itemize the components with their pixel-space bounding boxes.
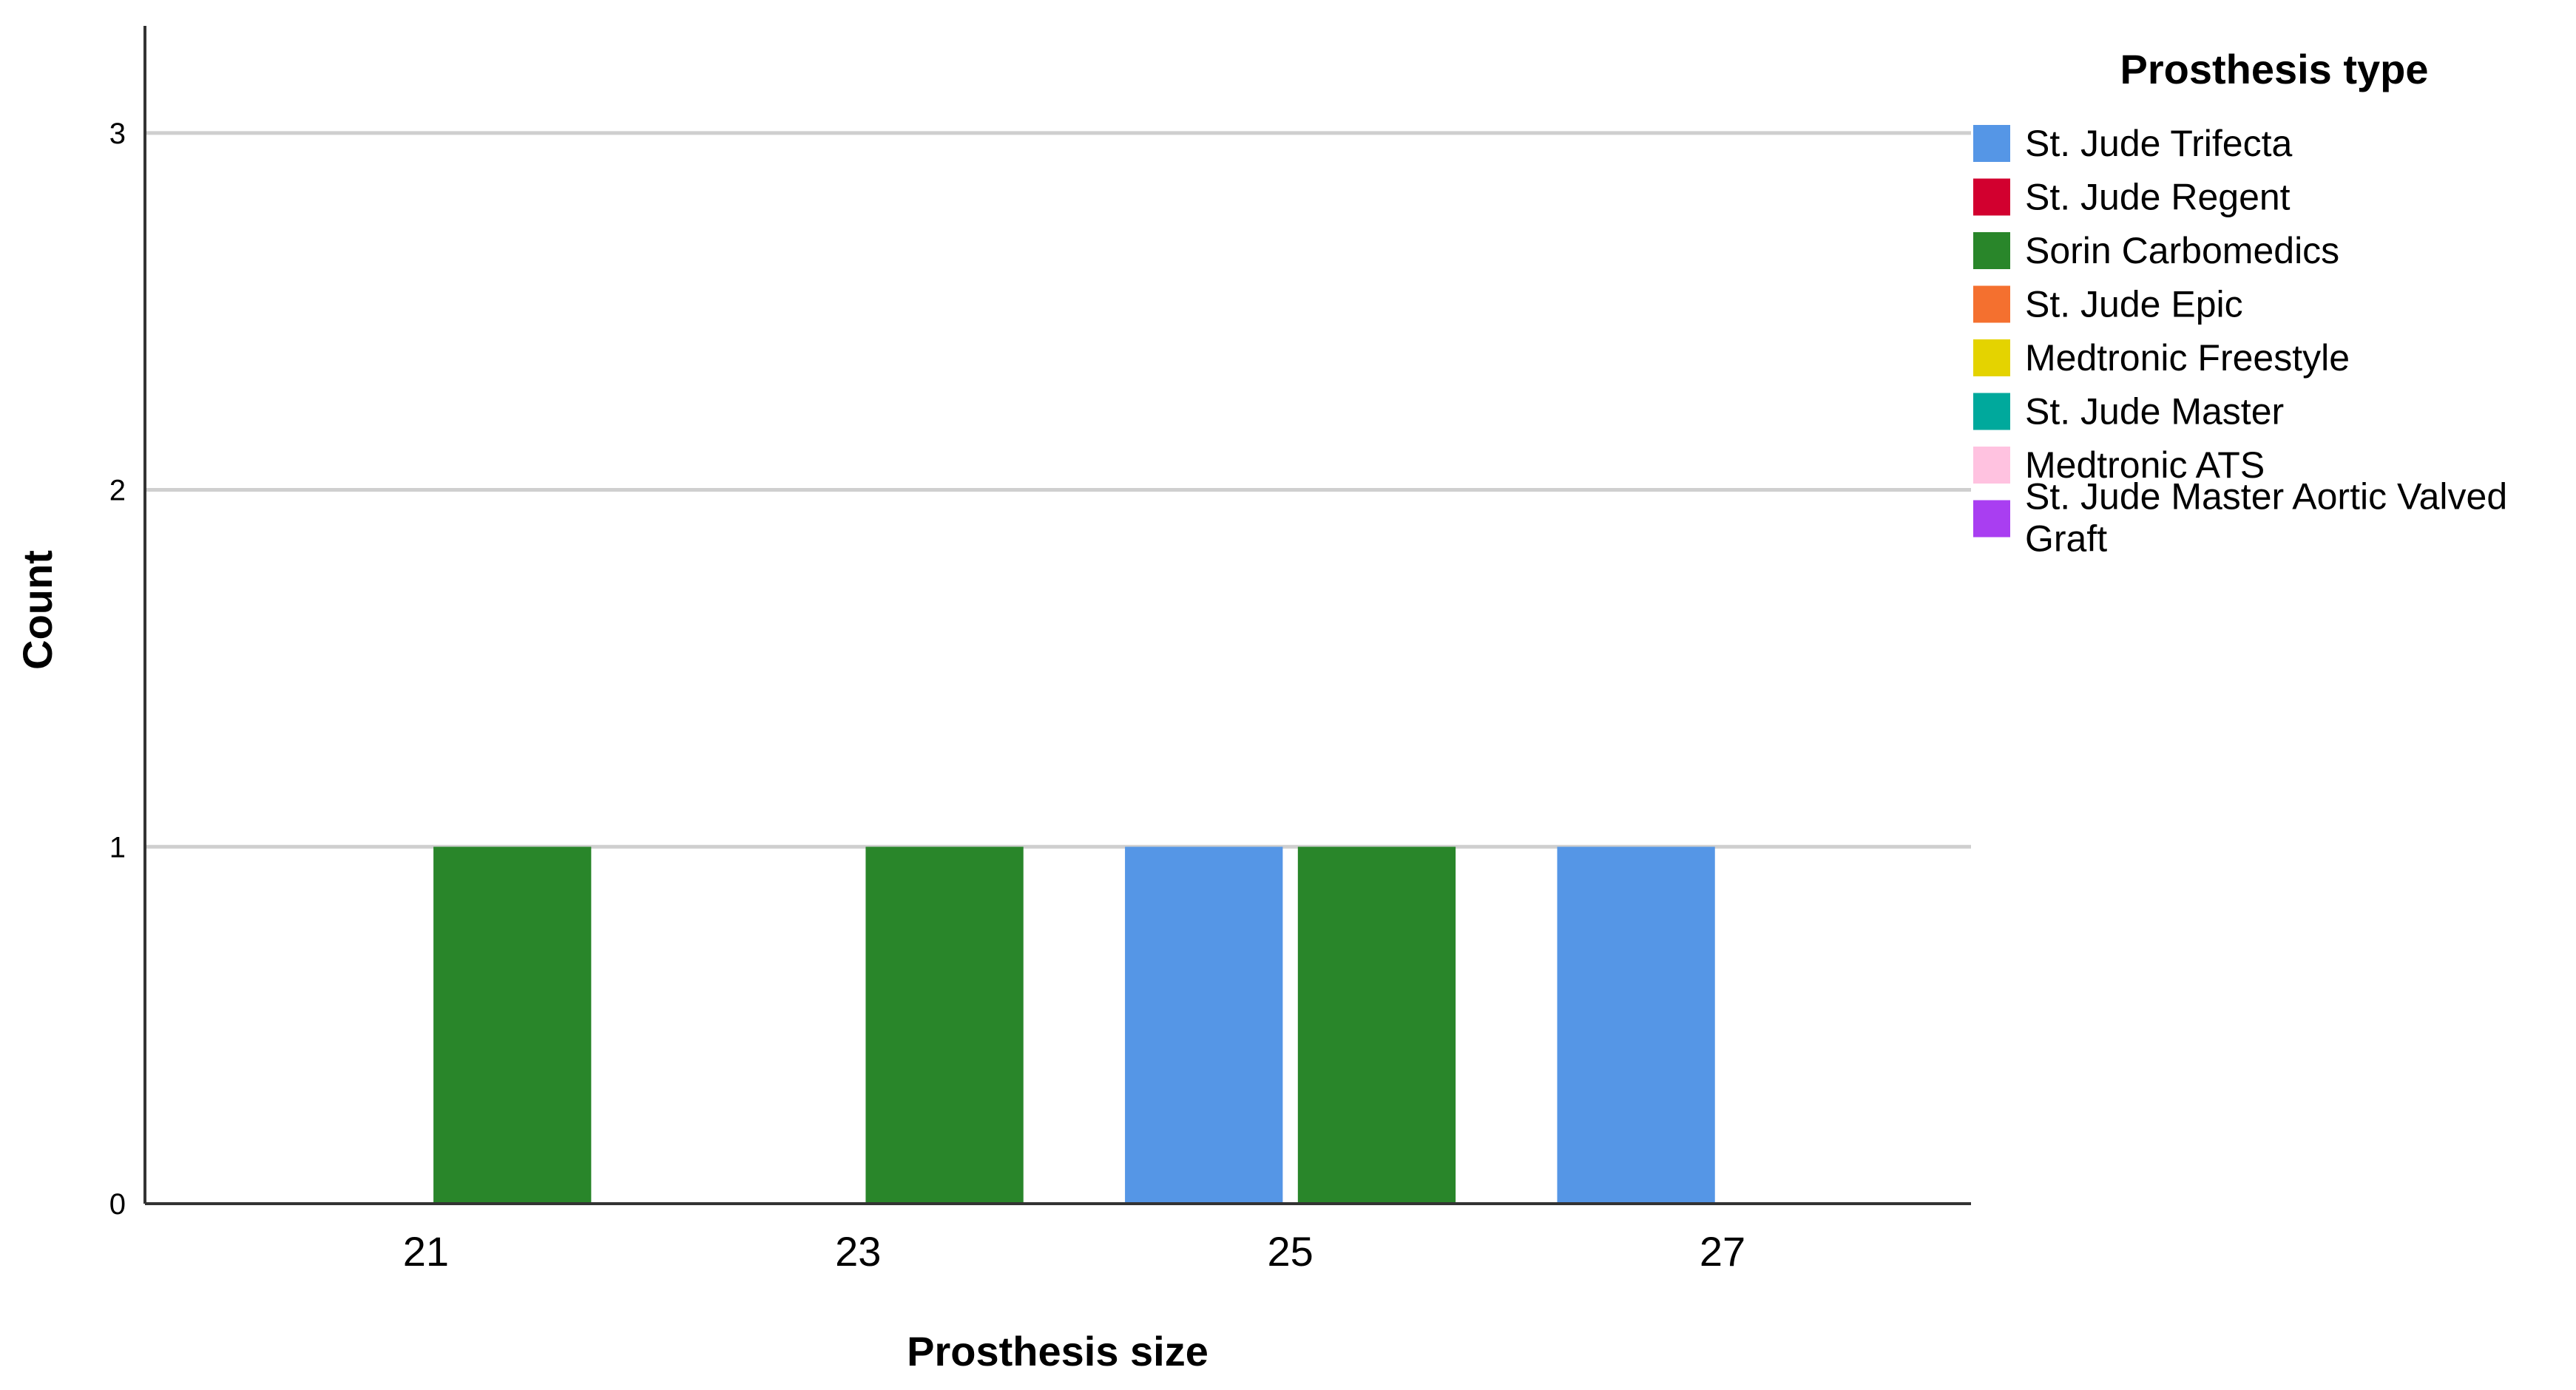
- legend-label: Sorin Carbomedics: [2025, 230, 2339, 271]
- legend-label: Medtronic ATS: [2025, 444, 2265, 486]
- bars: [433, 847, 1715, 1204]
- legend-swatch: [1973, 285, 2010, 323]
- legend-label: St. Jude Trifecta: [2025, 123, 2292, 164]
- bar: [433, 847, 592, 1204]
- legend-swatch: [1973, 393, 2010, 430]
- bar: [865, 847, 1024, 1204]
- legend-label: Medtronic Freestyle: [2025, 337, 2350, 379]
- legend-item: St. Jude Epic: [1973, 284, 2243, 325]
- y-axis-title: Count: [14, 550, 61, 670]
- gridlines: [145, 131, 1971, 849]
- legend-swatch: [1973, 232, 2010, 269]
- legend-label: St. Jude Epic: [2025, 284, 2243, 325]
- legend-item: Medtronic ATS: [1973, 444, 2265, 486]
- x-tick-label: 25: [1267, 1228, 1313, 1275]
- legend-item: St. Jude Trifecta: [1973, 123, 2292, 164]
- legend-item: St. Jude Regent: [1973, 177, 2291, 218]
- x-tick-label: 21: [403, 1228, 449, 1275]
- legend-label: St. Jude Master: [2025, 391, 2284, 433]
- y-tick-label: 0: [109, 1188, 126, 1221]
- legend-items: St. Jude Trifecta St. Jude Regent Sorin Ca…: [1973, 123, 2507, 560]
- y-tick-label: 3: [109, 118, 126, 150]
- legend-swatch: [1973, 339, 2010, 376]
- bar: [1297, 847, 1456, 1204]
- y-tick-label: 1: [109, 831, 126, 864]
- legend-item: St. Jude Master Aortic Valved Graft: [1973, 476, 2507, 560]
- legend-swatch: [1973, 125, 2010, 162]
- legend-item: Medtronic Freestyle: [1973, 337, 2350, 379]
- x-tick-label: 23: [835, 1228, 881, 1275]
- legend-item: Sorin Carbomedics: [1973, 230, 2339, 271]
- bar: [1125, 847, 1283, 1204]
- legend-swatch: [1973, 178, 2010, 216]
- legend-title: Prosthesis type: [2120, 46, 2428, 92]
- bar: [1557, 847, 1715, 1204]
- x-axis-title: Prosthesis size: [907, 1328, 1208, 1374]
- legend-swatch: [1973, 447, 2010, 484]
- x-tick-label: 27: [1700, 1228, 1745, 1275]
- legend-item: St. Jude Master: [1973, 391, 2284, 433]
- legend-swatch: [1973, 500, 2010, 538]
- legend-label: St. Jude Master Aortic Valved Graft: [2025, 476, 2507, 560]
- y-tick-label: 2: [109, 475, 126, 507]
- legend-label: St. Jude Regent: [2025, 177, 2291, 218]
- axes: [143, 26, 1971, 1205]
